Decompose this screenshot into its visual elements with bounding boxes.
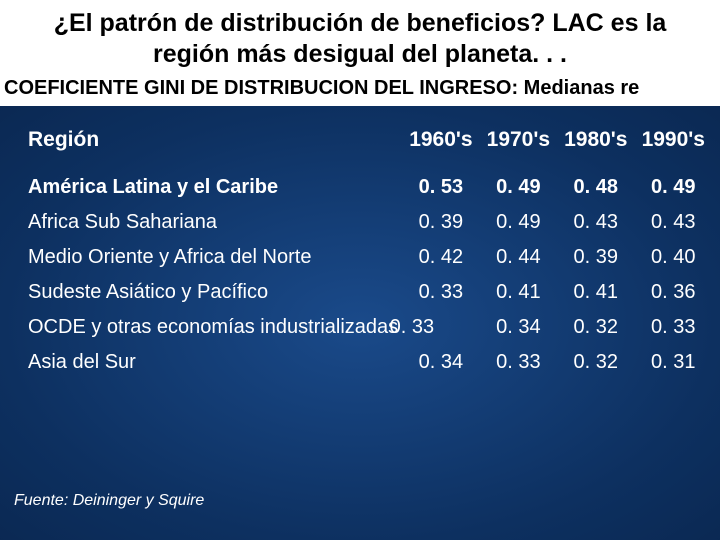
value-cell: 0. 43 bbox=[557, 205, 634, 240]
value-cell: 0. 43 bbox=[635, 205, 712, 240]
value-cell: 0. 41 bbox=[557, 275, 634, 310]
value-cell: 0. 49 bbox=[480, 170, 557, 205]
region-cell: América Latina y el Caribe bbox=[24, 170, 402, 205]
table-row: OCDE y otras economías industrializadas0… bbox=[24, 310, 712, 345]
ocde-overlap-value: 0. 33 bbox=[390, 316, 434, 339]
region-cell: Asia del Sur bbox=[24, 345, 402, 380]
value-cell: 0. 32 bbox=[557, 310, 634, 345]
value-cell: 0. 39 bbox=[402, 205, 479, 240]
region-cell: Medio Oriente y Africa del Norte bbox=[24, 240, 402, 275]
value-cell: 0. 32 bbox=[557, 345, 634, 380]
value-cell: 0. 34 bbox=[402, 345, 479, 380]
table-row: Medio Oriente y Africa del Norte0. 420. … bbox=[24, 240, 712, 275]
value-cell: 0. 41 bbox=[480, 275, 557, 310]
header-1980s: 1980's bbox=[557, 120, 634, 170]
table-header-row: Región 1960's 1970's 1980's 1990's bbox=[24, 120, 712, 170]
value-cell: 0. 49 bbox=[635, 170, 712, 205]
value-cell: 0. 34 bbox=[480, 310, 557, 345]
value-cell: 0. 53 bbox=[402, 170, 479, 205]
header-1990s: 1990's bbox=[635, 120, 712, 170]
table-row: Sudeste Asiático y Pacífico0. 330. 410. … bbox=[24, 275, 712, 310]
value-cell: 0. 40 bbox=[635, 240, 712, 275]
value-cell: 0. 42 bbox=[402, 240, 479, 275]
value-cell: 0. 33 bbox=[480, 345, 557, 380]
source-citation: Fuente: Deininger y Squire bbox=[14, 492, 204, 510]
header-1960s: 1960's bbox=[402, 120, 479, 170]
value-cell: 0. 31 bbox=[635, 345, 712, 380]
value-cell: 0. 33 bbox=[402, 275, 479, 310]
gini-table: Región 1960's 1970's 1980's 1990's Améri… bbox=[24, 120, 712, 380]
value-cell: 0. 44 bbox=[480, 240, 557, 275]
table-row: Africa Sub Sahariana0. 390. 490. 430. 43 bbox=[24, 205, 712, 240]
region-cell: Sudeste Asiático y Pacífico bbox=[24, 275, 402, 310]
value-cell: 0. 48 bbox=[557, 170, 634, 205]
value-cell: 0. 39 bbox=[557, 240, 634, 275]
region-cell: OCDE y otras economías industrializadas0… bbox=[24, 310, 402, 345]
title-block: ¿El patrón de distribución de beneficios… bbox=[0, 0, 720, 75]
value-cell: 0. 49 bbox=[480, 205, 557, 240]
gini-table-wrap: Región 1960's 1970's 1980's 1990's Améri… bbox=[0, 106, 720, 380]
header-region: Región bbox=[24, 120, 402, 170]
region-cell: Africa Sub Sahariana bbox=[24, 205, 402, 240]
slide-subtitle: COEFICIENTE GINI DE DISTRIBUCION DEL ING… bbox=[0, 75, 720, 106]
header-1970s: 1970's bbox=[480, 120, 557, 170]
table-row: América Latina y el Caribe0. 530. 490. 4… bbox=[24, 170, 712, 205]
value-cell: 0. 36 bbox=[635, 275, 712, 310]
table-row: Asia del Sur0. 340. 330. 320. 31 bbox=[24, 345, 712, 380]
slide-title: ¿El patrón de distribución de beneficios… bbox=[20, 8, 700, 71]
value-cell: 0. 33 bbox=[635, 310, 712, 345]
